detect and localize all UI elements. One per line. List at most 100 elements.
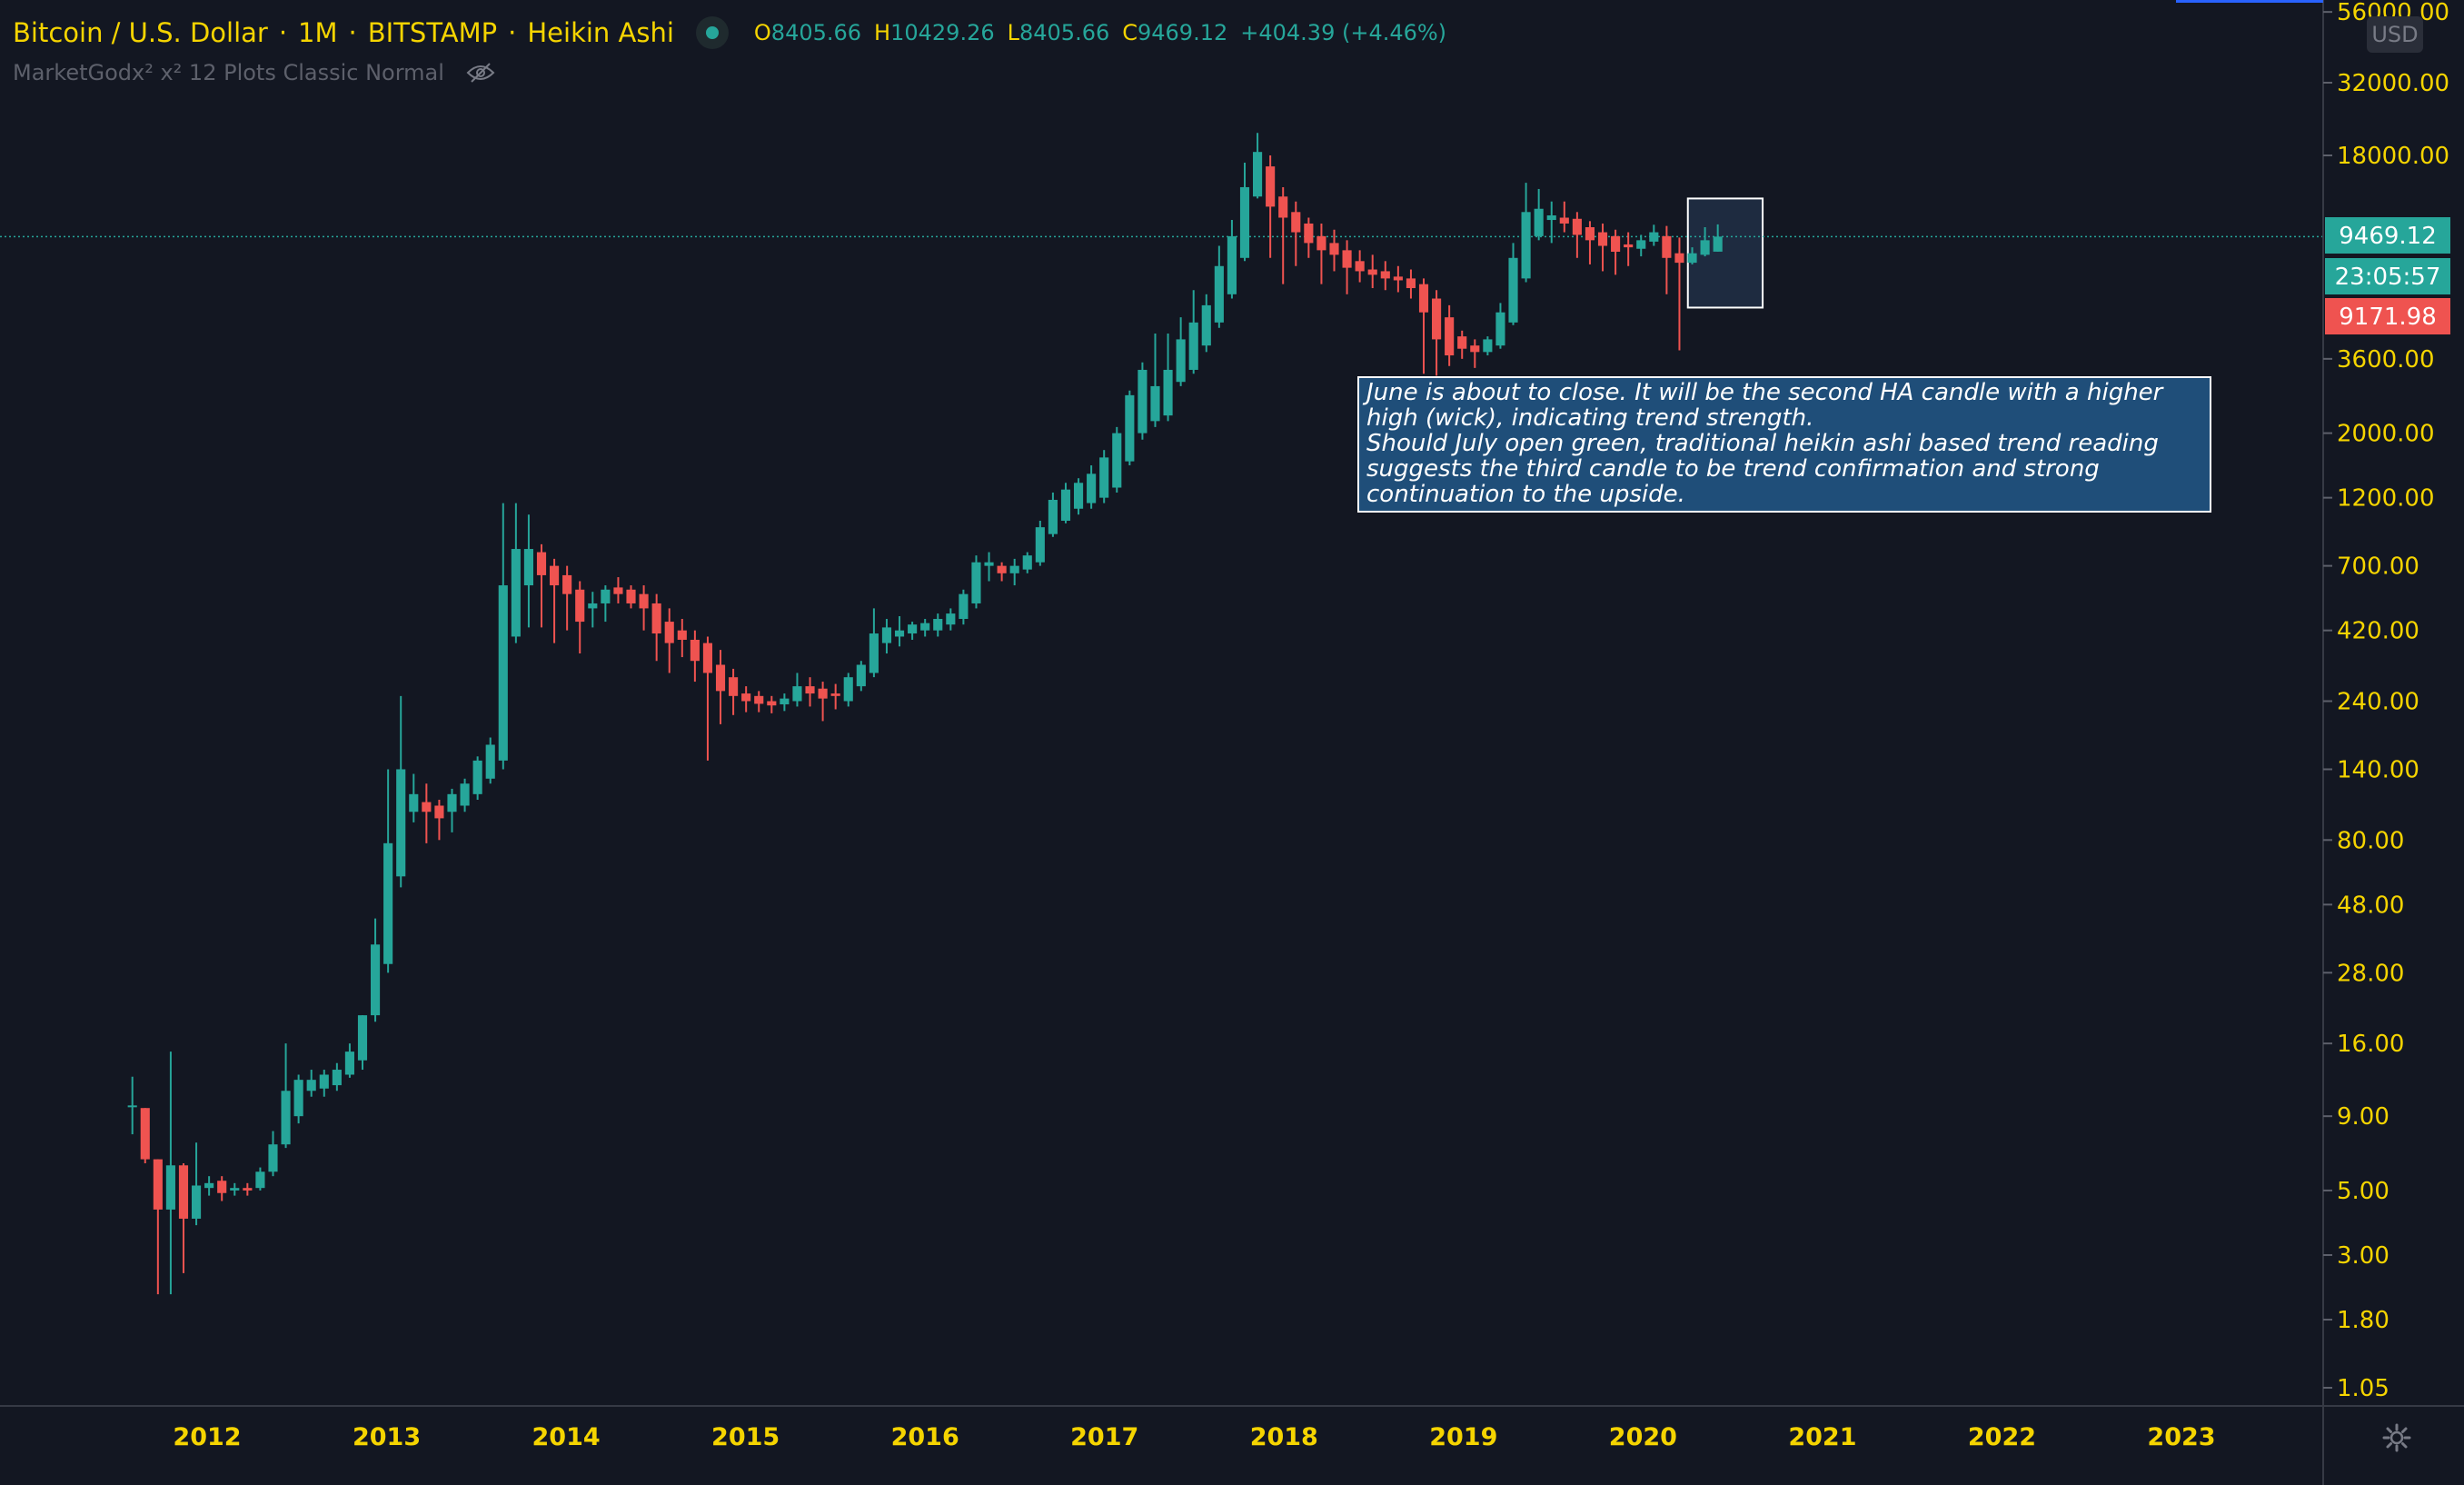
candle-body[interactable]	[204, 1182, 214, 1189]
candle-body[interactable]	[702, 643, 713, 673]
candle-body[interactable]	[217, 1181, 227, 1193]
candle-body[interactable]	[1087, 473, 1097, 503]
candle-body[interactable]	[869, 633, 879, 673]
candle-body[interactable]	[729, 677, 739, 696]
candle-body[interactable]	[1572, 218, 1582, 235]
candle-body[interactable]	[178, 1165, 189, 1219]
candle-body[interactable]	[1649, 232, 1659, 242]
candle-body[interactable]	[1239, 186, 1250, 258]
candle-body[interactable]	[383, 842, 393, 964]
candle-body[interactable]	[639, 593, 649, 609]
candle-body[interactable]	[1342, 250, 1352, 268]
candle-body[interactable]	[472, 760, 482, 794]
candle-body[interactable]	[626, 589, 636, 603]
candle-body[interactable]	[843, 677, 853, 702]
candle-body[interactable]	[1304, 223, 1314, 244]
candle-body[interactable]	[255, 1171, 265, 1189]
candle-body[interactable]	[332, 1070, 342, 1086]
candle-body[interactable]	[881, 627, 892, 643]
candle-body[interactable]	[767, 701, 777, 706]
candle-body[interactable]	[1278, 196, 1288, 218]
candle-body[interactable]	[1611, 235, 1621, 253]
candle-body[interactable]	[908, 624, 918, 634]
candle-body[interactable]	[715, 664, 726, 692]
candle-body[interactable]	[1380, 271, 1390, 279]
candle-body[interactable]	[1176, 339, 1186, 383]
candle-body[interactable]	[1125, 394, 1135, 462]
candle-body[interactable]	[946, 613, 956, 625]
candle-body[interactable]	[550, 565, 560, 586]
candle-body[interactable]	[1406, 278, 1416, 289]
candle-body[interactable]	[1355, 261, 1365, 272]
candle-body[interactable]	[523, 549, 534, 586]
candle-body[interactable]	[1559, 217, 1569, 224]
candle-body[interactable]	[319, 1074, 329, 1089]
candle-body[interactable]	[959, 593, 969, 620]
candle-body[interactable]	[140, 1108, 150, 1160]
candle-body[interactable]	[677, 630, 687, 640]
annotation-box[interactable]: June is about to close. It will be the s…	[1357, 376, 2211, 513]
candle-body[interactable]	[575, 589, 585, 623]
candle-body[interactable]	[1022, 555, 1032, 570]
candle-body[interactable]	[1112, 433, 1122, 488]
candle-body[interactable]	[396, 769, 406, 877]
interval-label[interactable]: 1M	[298, 17, 338, 48]
candle-body[interactable]	[268, 1144, 278, 1172]
candle-body[interactable]	[1636, 240, 1646, 249]
candle-body[interactable]	[191, 1185, 202, 1219]
candle-body[interactable]	[1674, 253, 1684, 264]
candle-body[interactable]	[818, 688, 828, 699]
candle-body[interactable]	[243, 1188, 253, 1191]
candle-body[interactable]	[1457, 336, 1467, 349]
chart-style-label[interactable]: Heikin Ashi	[527, 17, 674, 48]
candle-body[interactable]	[933, 619, 943, 631]
candle-body[interactable]	[485, 744, 495, 779]
candle-body[interactable]	[997, 565, 1007, 573]
candle-body[interactable]	[1035, 527, 1045, 563]
candle-body[interactable]	[1201, 304, 1211, 346]
candle-body[interactable]	[1048, 499, 1058, 534]
candle-body[interactable]	[1470, 345, 1480, 353]
candle-body[interactable]	[127, 1105, 137, 1108]
candle-body[interactable]	[293, 1080, 303, 1117]
candle-body[interactable]	[1521, 212, 1531, 279]
candle-body[interactable]	[971, 562, 981, 603]
candle-body[interactable]	[1483, 339, 1493, 353]
candle-body[interactable]	[690, 639, 700, 662]
candle-body[interactable]	[601, 589, 611, 603]
highlight-rectangle[interactable]	[1686, 197, 1764, 309]
candle-body[interactable]	[447, 793, 457, 812]
candle-body[interactable]	[651, 603, 661, 634]
candle-body[interactable]	[1546, 214, 1556, 221]
eye-off-icon[interactable]	[466, 62, 495, 84]
candle-body[interactable]	[1508, 257, 1518, 323]
candle-body[interactable]	[371, 944, 381, 1016]
candle-body[interactable]	[460, 783, 470, 806]
candle-body[interactable]	[281, 1091, 291, 1145]
candle-body[interactable]	[230, 1188, 240, 1191]
candle-body[interactable]	[1585, 226, 1595, 241]
candle-body[interactable]	[562, 574, 572, 594]
candle-body[interactable]	[1227, 235, 1237, 294]
candle-body[interactable]	[1188, 322, 1198, 370]
symbol-title[interactable]: Bitcoin / U.S. Dollar	[13, 17, 268, 48]
currency-badge[interactable]: USD	[2367, 16, 2423, 53]
candle-body[interactable]	[498, 585, 508, 761]
candle-body[interactable]	[588, 603, 598, 609]
candle-body[interactable]	[306, 1080, 316, 1091]
candle-body[interactable]	[984, 562, 994, 566]
candle-body[interactable]	[153, 1159, 163, 1210]
candle-body[interactable]	[1597, 232, 1608, 246]
candle-body[interactable]	[805, 686, 815, 694]
candle-body[interactable]	[741, 693, 751, 702]
candle-body[interactable]	[1445, 317, 1455, 356]
candle-body[interactable]	[1291, 212, 1301, 233]
candle-body[interactable]	[1150, 385, 1160, 422]
candle-body[interactable]	[1138, 369, 1148, 434]
candle-body[interactable]	[780, 698, 790, 705]
candle-body[interactable]	[1393, 276, 1403, 281]
candle-body[interactable]	[434, 805, 444, 819]
candle-body[interactable]	[1624, 244, 1634, 248]
gear-icon[interactable]	[2380, 1421, 2413, 1454]
candle-body[interactable]	[165, 1165, 175, 1210]
